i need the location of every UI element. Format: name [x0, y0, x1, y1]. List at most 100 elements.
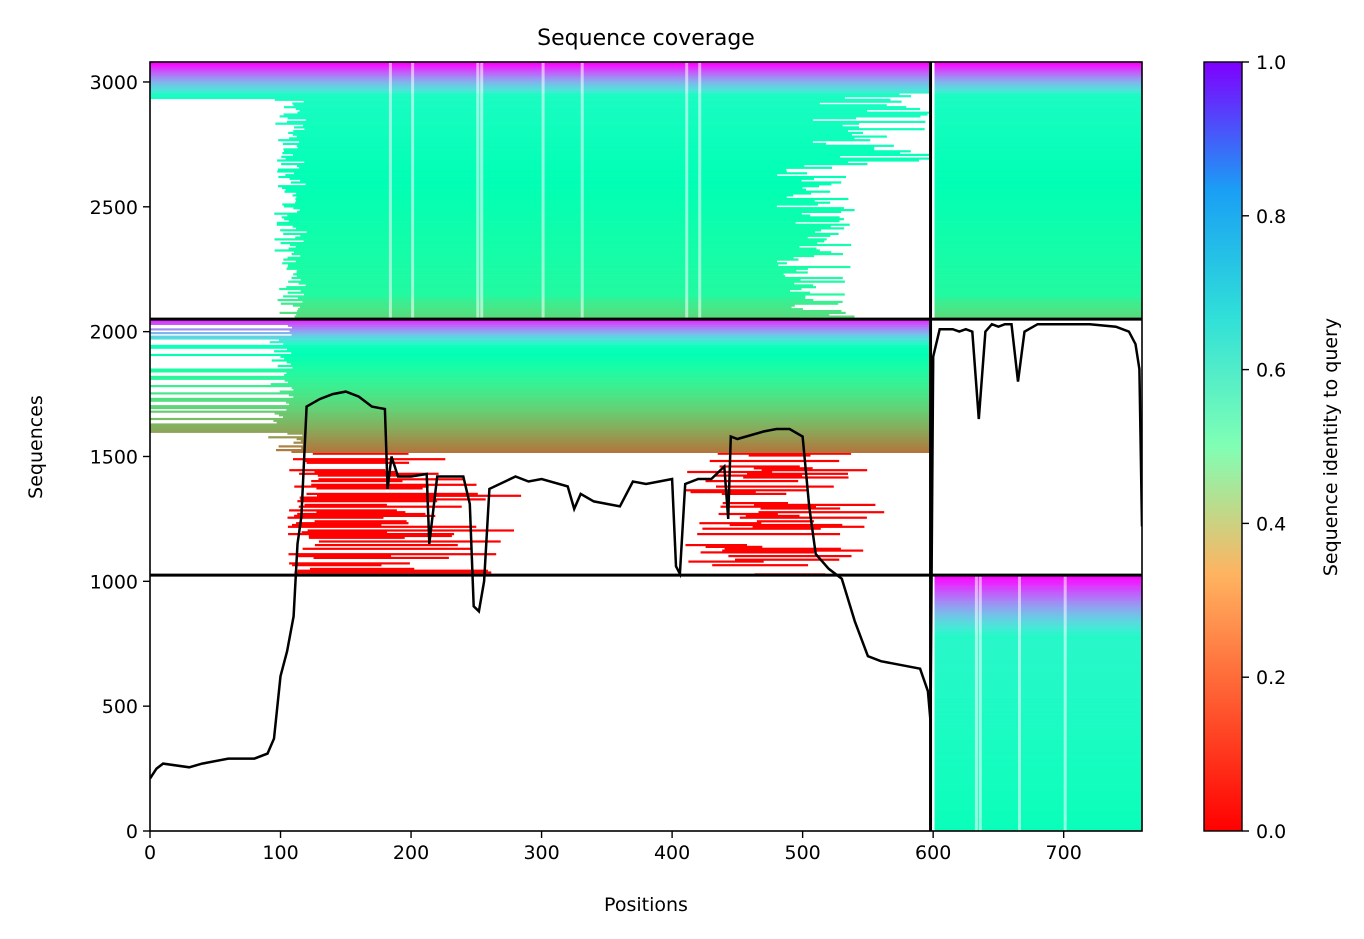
heatmap-row	[313, 556, 449, 559]
heatmap-row	[934, 139, 1142, 142]
heatmap-row	[150, 427, 930, 430]
heatmap-row	[934, 209, 1142, 212]
heatmap-row	[934, 710, 1142, 713]
heatmap-row	[934, 98, 1142, 101]
heatmap-row	[934, 598, 1142, 601]
heatmap-row	[150, 346, 930, 349]
heatmap-row	[311, 483, 477, 486]
heatmap-row	[275, 122, 860, 125]
heatmap-row	[150, 89, 930, 92]
heatmap-row	[934, 615, 1142, 618]
heatmap-row	[934, 199, 1142, 202]
heatmap-row	[934, 789, 1142, 792]
heatmap-row	[270, 383, 930, 386]
heatmap-row	[934, 234, 1142, 237]
heatmap-row	[299, 209, 855, 212]
heatmap-row	[305, 118, 814, 122]
heatmap-row	[278, 139, 871, 142]
heatmap-row	[303, 240, 825, 243]
heatmap-row	[285, 174, 778, 177]
y-tick-label: 500	[102, 696, 138, 718]
paired-block	[150, 62, 1142, 320]
heatmap-row	[302, 547, 471, 550]
heatmap-row	[316, 511, 406, 514]
heatmap-row	[934, 313, 1142, 316]
heatmap-row	[934, 229, 1142, 232]
heatmap-row	[934, 666, 1142, 669]
heatmap-row	[934, 693, 1142, 697]
heatmap-row	[305, 284, 814, 287]
heatmap-row	[150, 399, 930, 402]
heatmap-row	[934, 580, 1142, 583]
heatmap-row	[934, 613, 1142, 616]
heatmap-row	[934, 719, 1142, 722]
heatmap-row	[934, 785, 1142, 788]
heatmap-row	[291, 450, 930, 453]
heatmap-row	[934, 772, 1142, 775]
heatmap-row	[287, 265, 851, 269]
heatmap-row	[280, 355, 930, 358]
heatmap-row	[718, 512, 778, 516]
heatmap-row	[934, 148, 1142, 151]
heatmap-row	[150, 69, 930, 72]
heatmap-row	[717, 452, 852, 455]
heatmap-row	[934, 703, 1142, 706]
heatmap-row	[150, 368, 930, 371]
heatmap-row	[934, 82, 1142, 85]
heatmap-row	[278, 175, 846, 179]
heatmap-row	[934, 825, 1142, 828]
heatmap-row	[934, 126, 1142, 129]
y-tick-label: 1500	[90, 446, 138, 468]
heatmap-row	[269, 341, 930, 344]
heatmap-row	[934, 135, 1142, 138]
heatmap-row	[934, 221, 1142, 224]
heatmap-row	[934, 626, 1142, 629]
heatmap-row	[934, 71, 1142, 74]
heatmap-row	[934, 120, 1142, 123]
coverage-line	[150, 322, 1142, 780]
heatmap-row	[934, 273, 1142, 276]
heatmap-row	[934, 659, 1142, 662]
gap-stripe	[698, 62, 702, 320]
heatmap-row	[302, 443, 930, 446]
heatmap-row	[934, 644, 1142, 647]
heatmap-row	[287, 256, 794, 259]
heatmap-row	[720, 505, 816, 508]
heatmap-row	[284, 150, 911, 153]
heatmap-row	[934, 251, 1142, 254]
heatmap-row	[747, 472, 848, 475]
heatmap-row	[304, 503, 387, 506]
colorbar	[1203, 61, 1243, 832]
heatmap-row	[934, 704, 1142, 708]
heatmap-row	[934, 670, 1142, 673]
heatmap-row	[281, 216, 840, 219]
heatmap-row	[284, 379, 930, 382]
y-tick-label: 1000	[90, 571, 138, 593]
heatmap-row	[934, 620, 1142, 623]
heatmap-row	[150, 321, 930, 324]
heatmap-row	[934, 781, 1142, 784]
heatmap-row	[934, 750, 1142, 753]
heatmap-row	[934, 765, 1142, 768]
heatmap-row	[291, 253, 844, 256]
heatmap-row	[305, 183, 832, 186]
heatmap-row	[934, 315, 1142, 318]
y-tick-label: 0	[126, 821, 138, 843]
heatmap-row	[150, 423, 930, 426]
heatmap-row	[150, 397, 930, 400]
heatmap-row	[934, 589, 1142, 592]
heatmap-row	[934, 662, 1142, 665]
heatmap-row	[150, 87, 930, 90]
heatmap-row	[276, 221, 796, 224]
x-tick-label: 300	[523, 842, 559, 864]
heatmap-row	[934, 646, 1142, 649]
heatmap-row	[296, 271, 808, 274]
heatmap-row	[934, 166, 1142, 169]
heatmap-row	[268, 436, 930, 439]
heatmap-row	[934, 291, 1142, 294]
heatmap-row	[150, 406, 930, 410]
heatmap-row	[150, 63, 930, 66]
x-tick-label: 0	[144, 842, 156, 864]
heatmap-row	[934, 642, 1142, 645]
